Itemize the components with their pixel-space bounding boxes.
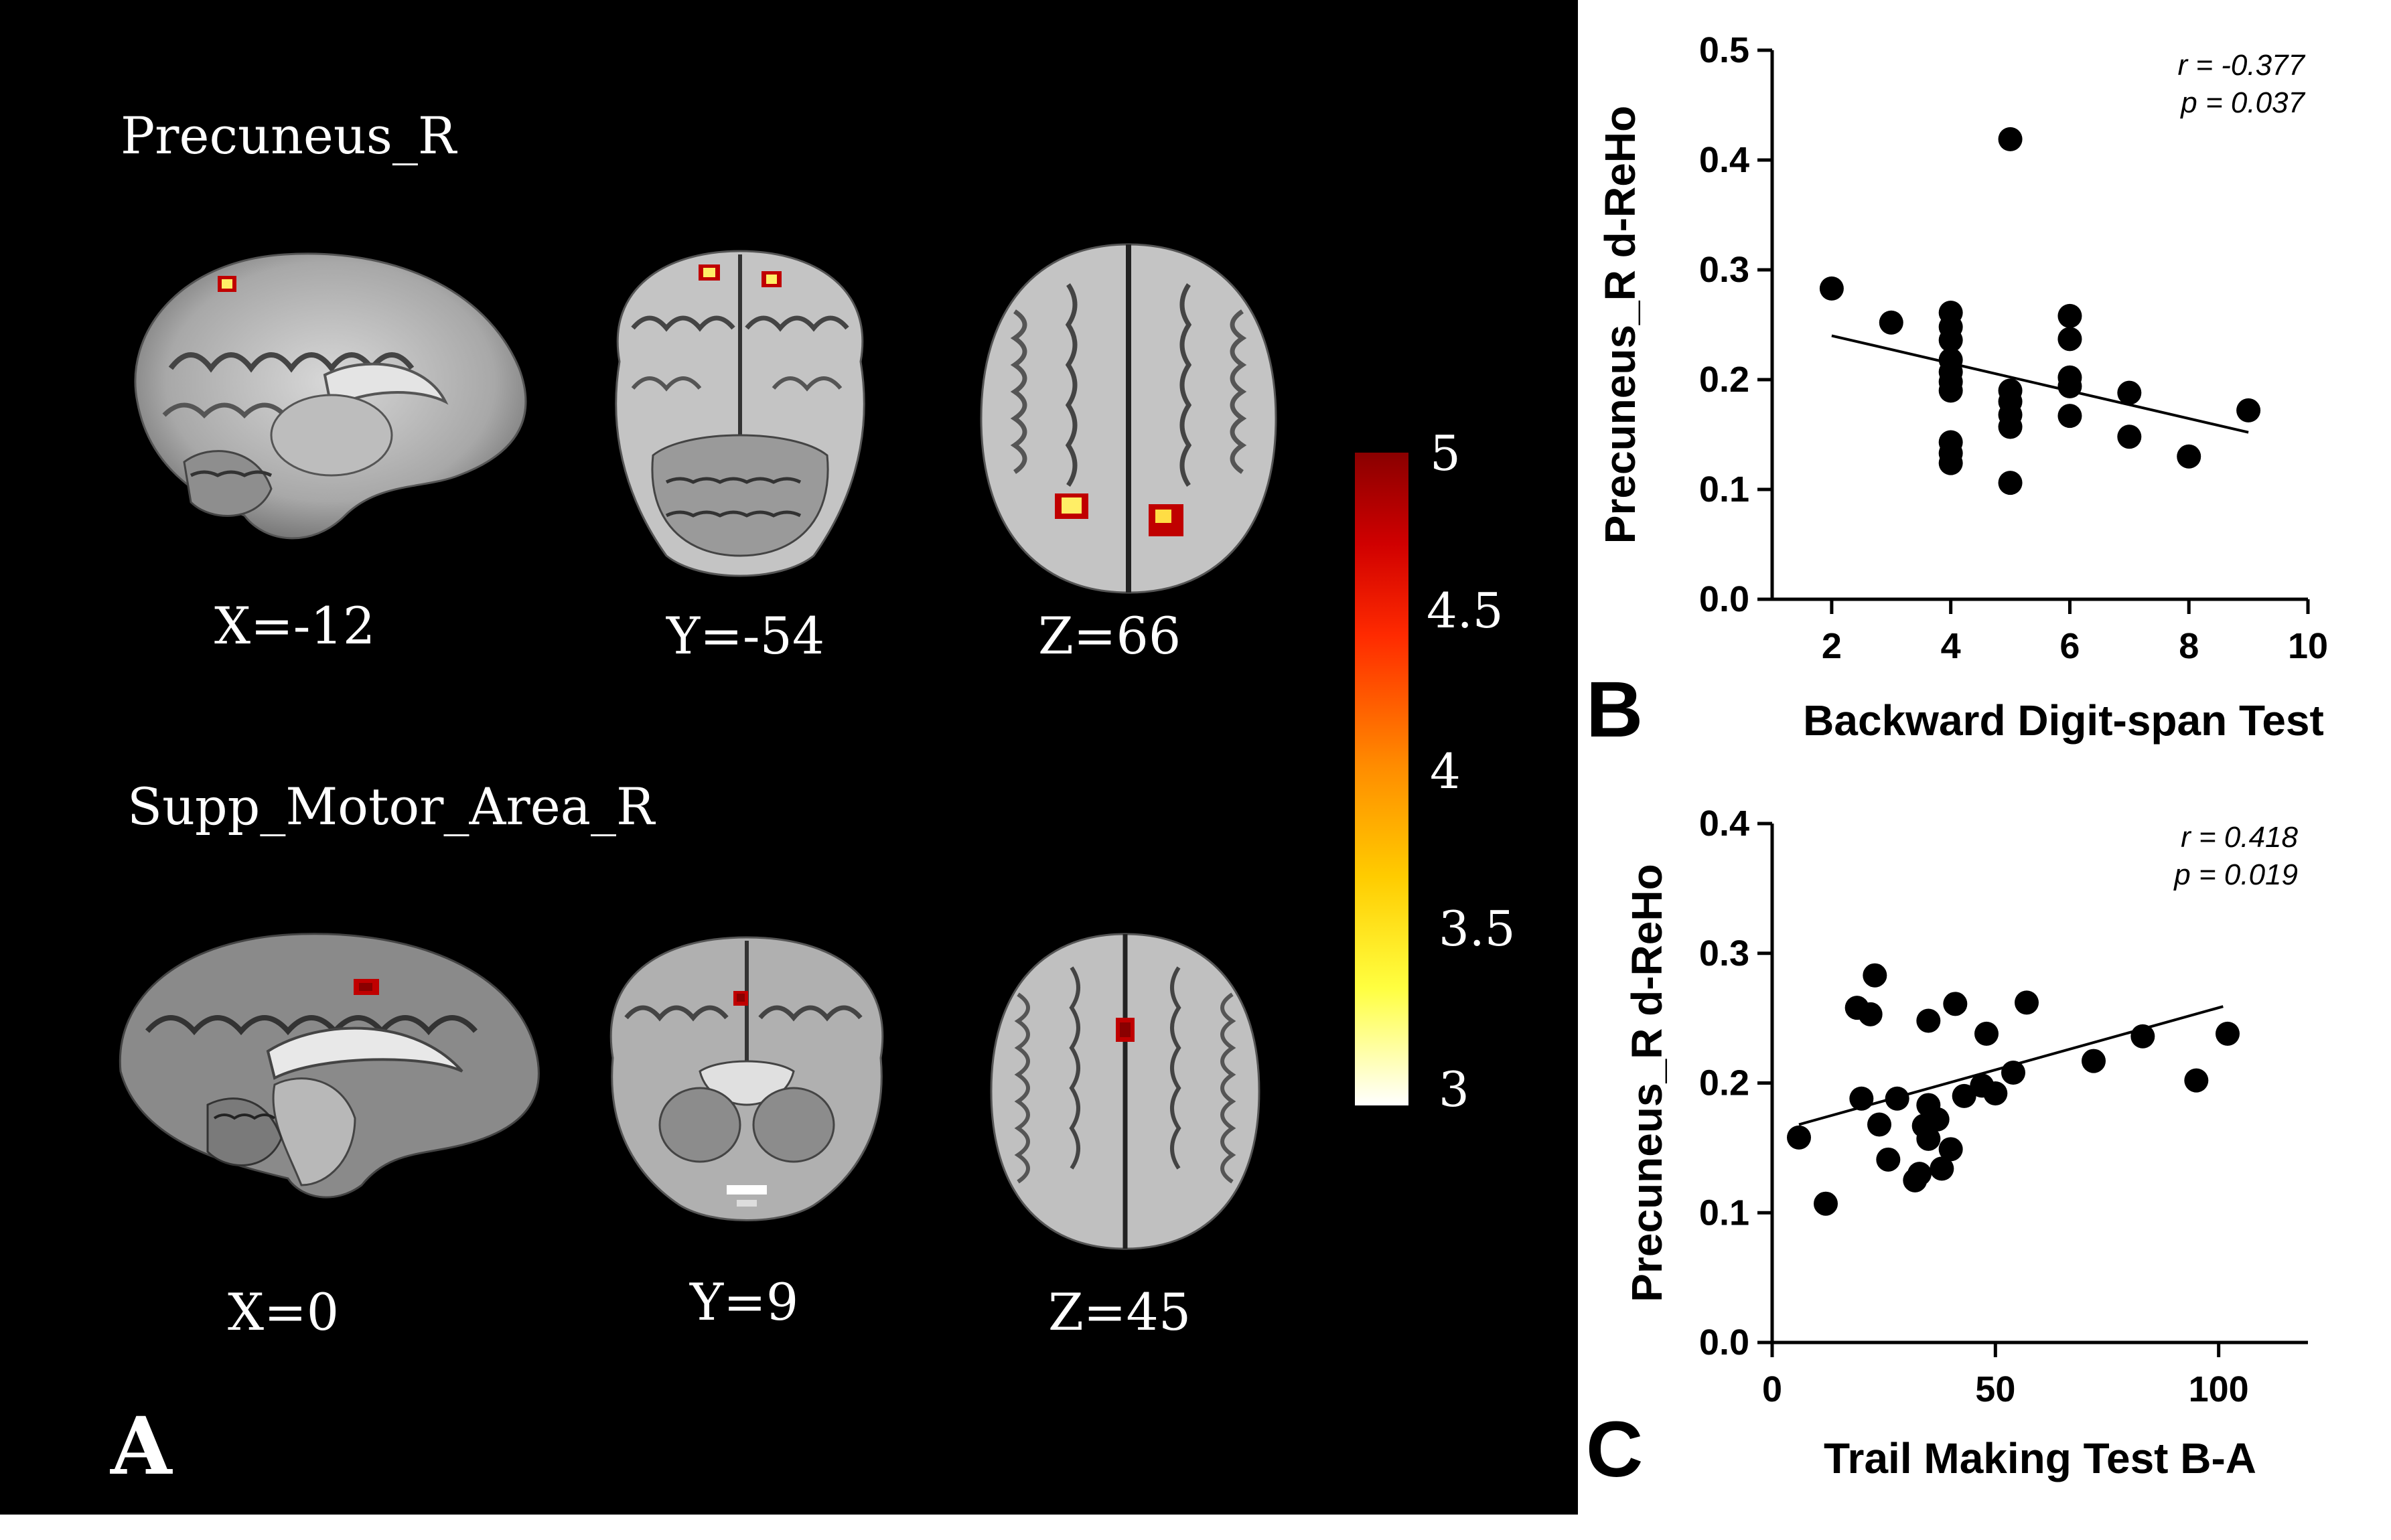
coord-label: Y=-54 xyxy=(666,606,825,666)
annotation-r: r = 0.418 xyxy=(2181,821,2298,854)
regression-line xyxy=(1831,334,2249,434)
brain-imaging-panel: Precuneus_R xyxy=(0,0,1578,1515)
data-point xyxy=(1787,1125,1811,1150)
y-tick-label: 0.1 xyxy=(1699,1192,1749,1233)
y-tick-label: 0.0 xyxy=(1699,579,1749,619)
region-title-precuneus: Precuneus_R xyxy=(121,106,457,165)
x-tick-label: 0 xyxy=(1762,1369,1782,1409)
colorbar-tick: 3.5 xyxy=(1439,901,1516,957)
panel-letter: B xyxy=(1586,666,1643,754)
brain-coronal-sma xyxy=(609,936,884,1221)
colorbar-tick: 4 xyxy=(1430,743,1461,799)
region-title-supp-motor-area: Supp_Motor_Area_R xyxy=(127,777,655,836)
data-point xyxy=(1819,276,1844,301)
data-point xyxy=(1867,1112,1891,1137)
data-point xyxy=(1943,992,1968,1016)
data-point xyxy=(1879,310,1903,335)
y-tick-label: 0.0 xyxy=(1699,1322,1749,1363)
coord-label: Z=66 xyxy=(1038,606,1181,666)
data-point xyxy=(2057,303,2082,328)
data-point xyxy=(2015,990,2039,1015)
y-axis-label: Precuneus_R d-ReHo xyxy=(1596,106,1644,544)
data-point xyxy=(1952,1083,1976,1108)
brain-sagittal-precuneus xyxy=(134,252,527,540)
data-point xyxy=(1876,1147,1901,1172)
data-point xyxy=(1983,1081,2008,1105)
colorbar xyxy=(1355,453,1408,1105)
scatter-chart-digit-span: 0.0 0.1 0.2 0.3 0.4 0.5 2 4 6 8 10 r = -0.377 p = 0.… xyxy=(1586,30,2328,754)
data-point xyxy=(1814,1191,1838,1216)
data-point xyxy=(2216,1021,2240,1046)
data-point xyxy=(2117,425,2142,449)
colorbar-tick: 3 xyxy=(1439,1061,1469,1118)
annotation-p: p = 0.019 xyxy=(2173,858,2298,891)
brain-coronal-precuneus xyxy=(615,250,865,577)
data-point xyxy=(2236,398,2261,422)
data-point xyxy=(2057,374,2082,398)
y-tick-label: 0.1 xyxy=(1699,469,1749,510)
data-point xyxy=(1938,1137,1963,1162)
data-point xyxy=(1998,471,2023,495)
data-point xyxy=(1974,1021,1999,1046)
y-axis-label: Precuneus_R d-ReHo xyxy=(1623,864,1671,1302)
data-point xyxy=(1907,1162,1932,1186)
y-tick-label: 0.5 xyxy=(1699,30,1749,70)
data-point xyxy=(2184,1068,2209,1093)
data-point xyxy=(1916,1008,1941,1033)
data-point xyxy=(2177,444,2201,469)
x-tick-label: 100 xyxy=(2189,1369,2249,1409)
coord-label: Y=9 xyxy=(690,1272,799,1332)
data-point xyxy=(2130,1024,2155,1049)
scatter-chart-trail-making: 0.0 0.1 0.2 0.3 0.4 0 50 100 r = 0.418 p = 0.019 T… xyxy=(1586,803,2308,1494)
brain-axial-sma xyxy=(990,933,1260,1250)
data-point xyxy=(2117,380,2142,405)
brain-sagittal-sma xyxy=(119,933,540,1199)
data-point xyxy=(1885,1086,1909,1111)
brain-axial-precuneus xyxy=(980,243,1277,594)
data-point xyxy=(1938,327,1963,352)
data-point xyxy=(1938,451,1963,475)
data-point xyxy=(1938,378,1963,403)
x-tick-label: 8 xyxy=(2179,626,2199,666)
annotation-p: p = 0.037 xyxy=(2179,86,2305,119)
data-point xyxy=(1863,963,1887,988)
x-tick-label: 50 xyxy=(1975,1369,2015,1409)
y-tick-label: 0.2 xyxy=(1699,1063,1749,1103)
colorbar-tick: 5 xyxy=(1430,425,1461,481)
x-tick-label: 10 xyxy=(2288,626,2328,666)
data-point xyxy=(1858,1002,1883,1026)
data-point xyxy=(2082,1049,2106,1073)
data-point xyxy=(1849,1086,1874,1111)
data-point xyxy=(1925,1107,1950,1132)
y-tick-label: 0.3 xyxy=(1699,250,1749,290)
x-tick-label: 2 xyxy=(1822,626,1842,666)
data-point xyxy=(2057,327,2082,352)
data-point xyxy=(1998,127,2023,151)
x-axis-label: Backward Digit-span Test xyxy=(1803,696,2324,745)
data-point xyxy=(1916,1126,1941,1151)
coord-label: Z=45 xyxy=(1048,1282,1191,1342)
data-point xyxy=(2057,404,2082,429)
data-point xyxy=(1930,1156,1954,1181)
data-point xyxy=(1998,414,2023,439)
y-tick-label: 0.2 xyxy=(1699,360,1749,400)
y-tick-label: 0.4 xyxy=(1699,140,1749,180)
x-tick-label: 6 xyxy=(2059,626,2080,666)
panel-letter-a: A xyxy=(111,1399,172,1492)
coord-label: X=0 xyxy=(228,1282,340,1342)
colorbar-tick: 4.5 xyxy=(1427,583,1504,639)
annotation-r: r = -0.377 xyxy=(2177,49,2305,82)
panel-letter: C xyxy=(1586,1405,1643,1494)
coord-label: X=-12 xyxy=(214,596,376,656)
y-tick-label: 0.3 xyxy=(1699,933,1749,974)
data-point xyxy=(2001,1061,2025,1085)
x-axis-label: Trail Making Test B-A xyxy=(1824,1434,2256,1482)
x-tick-label: 4 xyxy=(1941,626,1961,666)
y-tick-label: 0.4 xyxy=(1699,803,1749,844)
